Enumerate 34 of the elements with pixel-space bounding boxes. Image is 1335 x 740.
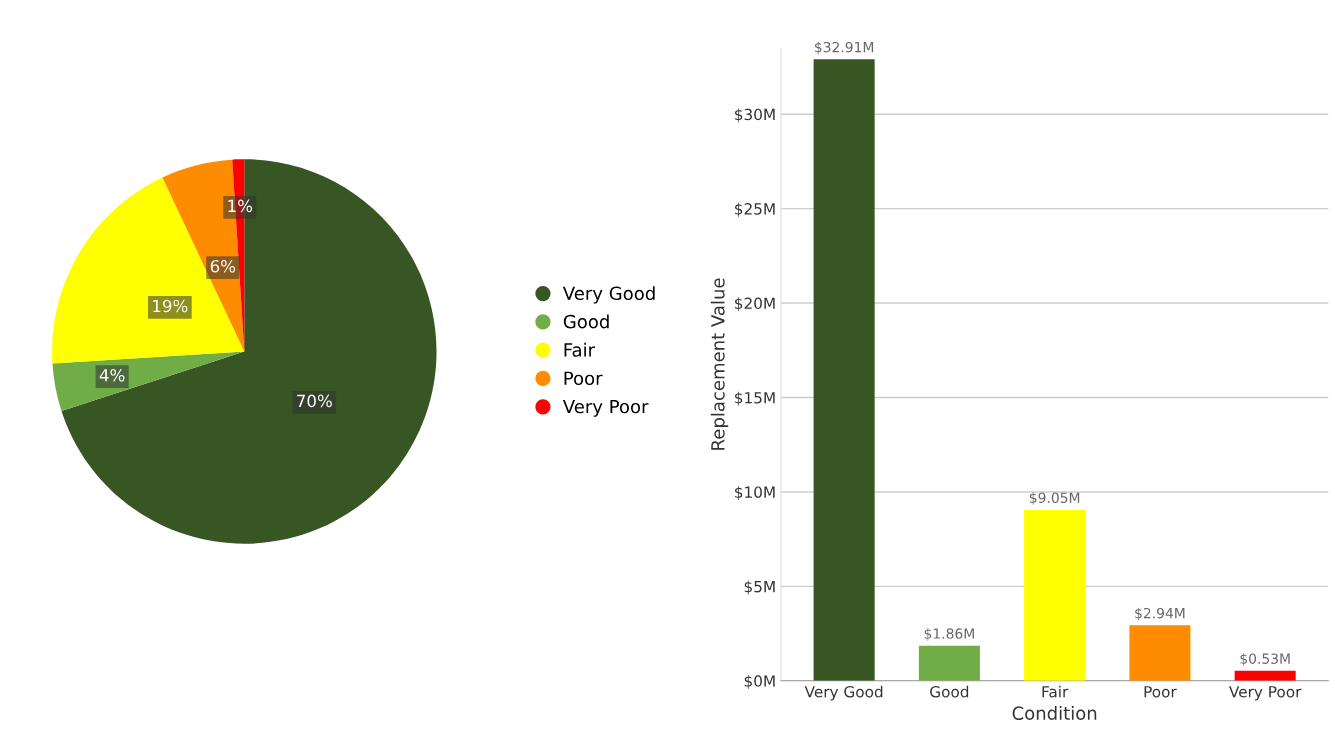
legend-label: Very Good	[562, 286, 655, 304]
y-tick-label: $5M	[744, 580, 775, 595]
bar	[813, 59, 875, 681]
x-axis-title: Condition	[1012, 706, 1097, 720]
data-label: 70%	[297, 394, 332, 408]
legend-label: Poor	[564, 371, 603, 386]
data-label: $2.94M	[1135, 607, 1185, 621]
data-label: $1.86M	[924, 628, 974, 641]
y-axis-title: Replacement Value	[710, 278, 729, 450]
data-label: 19%	[153, 299, 188, 313]
y-tick-label: $25M	[735, 202, 775, 217]
x-tick-label: Good	[930, 685, 969, 698]
legend-label: Fair	[564, 342, 596, 357]
data-label: $0.53M	[1240, 653, 1290, 666]
y-tick-label: $30M	[735, 108, 775, 123]
data-label: 4%	[99, 368, 125, 382]
legend-label: Good	[563, 314, 609, 329]
y-tick-label: $0M	[744, 675, 775, 689]
data-label: 1%	[228, 199, 253, 213]
bar	[918, 645, 980, 681]
x-tick-label: Very Good	[804, 685, 883, 701]
bar	[1234, 670, 1296, 681]
data-label: $9.05M	[1029, 492, 1080, 505]
y-tick-label: $15M	[735, 391, 775, 406]
data-label: 6%	[210, 259, 236, 273]
x-tick-label: Very Poor	[1229, 686, 1302, 701]
legend-label: Very Poor	[562, 399, 649, 417]
x-tick-label: Fair	[1042, 685, 1069, 698]
bar	[1024, 509, 1086, 681]
y-tick-label: $10M	[735, 486, 775, 500]
y-tick-label: $20M	[735, 297, 775, 312]
data-label: $32.91M	[814, 41, 874, 55]
x-tick-label: Poor	[1144, 686, 1177, 698]
bar	[1129, 625, 1191, 681]
